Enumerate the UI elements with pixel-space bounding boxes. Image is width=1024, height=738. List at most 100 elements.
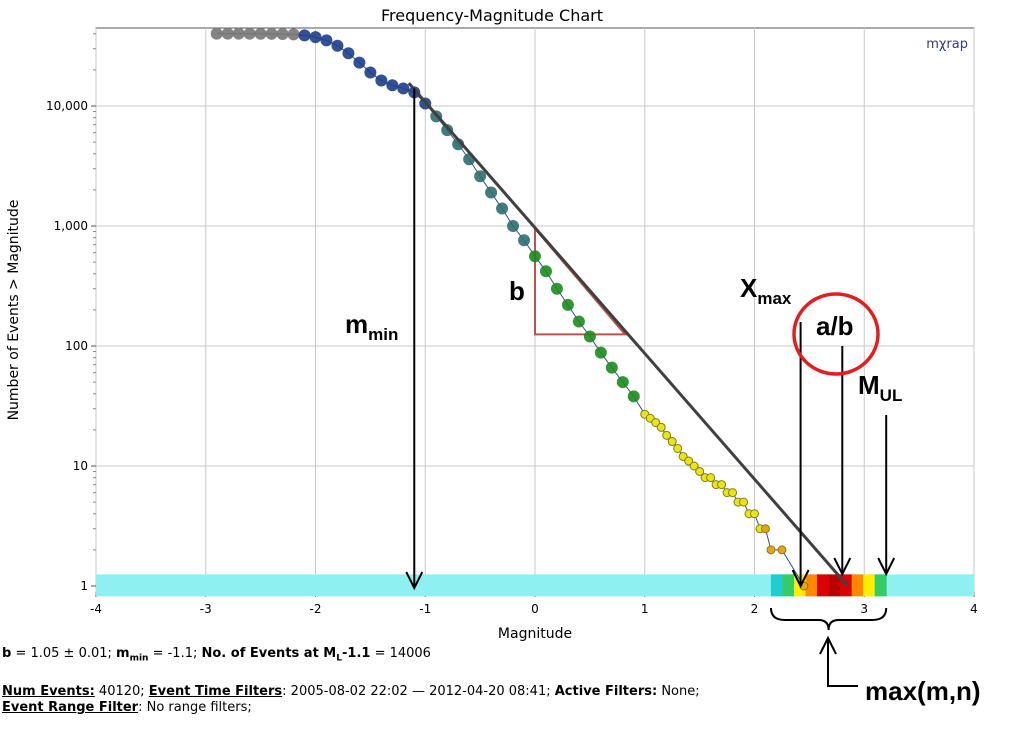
data-point — [695, 466, 705, 476]
data-point — [518, 234, 531, 247]
data-point — [496, 202, 509, 215]
y-axis-label: Number of Events > Magnitude — [6, 200, 22, 421]
annotation-b: b — [509, 276, 525, 306]
y-tick-label: 1,000 — [54, 219, 88, 233]
mmin-key: mmin — [116, 646, 149, 664]
data-point — [342, 47, 355, 60]
data-point — [539, 265, 552, 278]
data-point — [594, 346, 607, 359]
x-tick-label: 4 — [970, 602, 978, 616]
heat-band-cell — [817, 574, 830, 597]
filter-summary-line2: Event Range Filter: No range filters; — [2, 700, 252, 715]
maxmn-arrow-shaft — [827, 638, 858, 687]
data-point — [386, 79, 399, 92]
data-point — [320, 34, 333, 47]
data-point — [561, 298, 574, 311]
data-point — [616, 376, 629, 389]
num-events-key: Num Events: — [2, 684, 95, 699]
x-tick-label: -4 — [90, 602, 102, 616]
heat-band-cell — [828, 574, 841, 597]
events-at-ml-key: No. of Events at ML-1.1 — [201, 646, 371, 664]
data-point — [656, 422, 666, 432]
x-tick-label: -1 — [419, 602, 431, 616]
heat-band-cell — [863, 574, 876, 597]
regression-line — [407, 82, 849, 587]
data-point — [309, 31, 322, 44]
x-tick-label: -2 — [310, 602, 322, 616]
data-point — [627, 390, 640, 403]
data-point — [221, 27, 234, 40]
x-axis-label: Magnitude — [498, 626, 572, 642]
range-filter-value: : No range filters; — [138, 700, 252, 715]
annotation-maxmn: max(m,n) — [865, 676, 981, 706]
mmin-value: = -1.1; — [148, 646, 202, 661]
active-filters-key: Active Filters: — [554, 684, 658, 699]
data-point — [728, 488, 738, 498]
filter-summary-line1: Num Events: 40120; Event Time Filters: 2… — [2, 684, 700, 699]
y-tick-label: 100 — [65, 339, 88, 353]
data-point — [210, 27, 223, 40]
x-tick-label: -3 — [200, 602, 212, 616]
x-tick-label: 3 — [860, 602, 868, 616]
xmax-arrow-head — [791, 569, 810, 589]
data-point — [760, 524, 770, 534]
range-filter-key: Event Range Filter — [2, 700, 139, 715]
data-point — [766, 545, 776, 555]
heat-band-cell — [782, 574, 795, 597]
annotation-arrows — [405, 88, 896, 687]
b-value-summary: b = 1.05 ± 0.01; mmin = -1.1; No. of Eve… — [2, 646, 431, 664]
data-point — [287, 28, 300, 41]
heat-band-background — [96, 574, 974, 597]
mul-arrow-head — [877, 557, 896, 577]
data-point — [243, 27, 256, 40]
num-events-value: 40120; — [94, 684, 149, 699]
data-point — [375, 74, 388, 87]
data-point — [550, 282, 563, 295]
data-point — [529, 250, 541, 263]
data-point — [583, 330, 596, 343]
y-tick-label: 10,000 — [46, 99, 88, 113]
data-point — [254, 27, 267, 40]
heat-band-cell — [874, 574, 887, 597]
heat-band-cell — [770, 574, 783, 597]
data-point — [689, 461, 699, 471]
data-point — [298, 29, 311, 42]
x-tick-label: 2 — [751, 602, 759, 616]
y-tick-label: 1 — [80, 579, 88, 593]
x-tick-label: 0 — [531, 602, 539, 616]
data-point — [232, 27, 245, 40]
data-point — [706, 473, 716, 483]
active-filters-value: None; — [657, 684, 700, 699]
events-at-ml-value: = 14006 — [370, 646, 431, 661]
ab-circle — [792, 292, 880, 376]
data-point — [667, 437, 677, 447]
heat-band-cell — [851, 574, 864, 597]
mmin-arrow-head — [405, 571, 424, 591]
data-point — [777, 545, 787, 555]
ab-arrow-head — [833, 557, 852, 577]
annotation-mul: MUL — [858, 370, 902, 405]
fit-line — [407, 82, 849, 587]
range-brace — [769, 607, 888, 631]
data-point — [673, 443, 683, 453]
annotation-xmax: Xmax — [740, 273, 792, 308]
y-tick-label: 10 — [73, 459, 88, 473]
data-point — [441, 124, 454, 137]
b-key: b — [2, 646, 12, 661]
data-point — [739, 497, 749, 507]
maxmn-arrow-head — [819, 635, 837, 655]
data-point — [331, 39, 344, 52]
b-value: = 1.05 ± 0.01; — [11, 646, 117, 661]
data-points — [210, 27, 809, 591]
data-point — [353, 56, 366, 69]
data-point — [474, 170, 487, 183]
data-point — [364, 66, 377, 79]
data-point — [684, 456, 694, 466]
chart-title: Frequency-Magnitude Chart — [381, 6, 603, 25]
data-point — [397, 82, 410, 95]
data-point — [507, 220, 520, 232]
data-point — [572, 315, 585, 328]
data-point — [265, 27, 278, 40]
annotation-ab: a/b — [816, 311, 854, 341]
data-point — [662, 430, 672, 440]
